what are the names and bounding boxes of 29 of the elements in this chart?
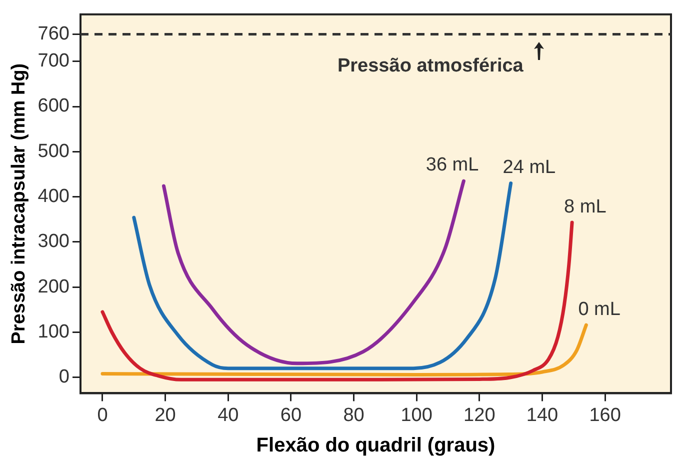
- line-series: [100, 220, 574, 382]
- series-label: 36 mL: [426, 154, 479, 176]
- y-tick-label: 300: [38, 231, 70, 252]
- x-tick-label: 140: [526, 404, 558, 426]
- y-tick-label: 760: [38, 24, 70, 44]
- y-tick-label: 500: [38, 140, 70, 162]
- ref-line-label: Pressão atmosférica: [337, 56, 524, 76]
- y-tick-label: 100: [38, 321, 70, 342]
- x-tick-label: 40: [218, 404, 239, 426]
- y-tick-label: 400: [38, 186, 70, 208]
- series-label: 0 mL: [578, 298, 620, 320]
- line-series: [100, 323, 588, 376]
- x-tick-label: 120: [464, 404, 496, 426]
- line-series: [162, 179, 466, 366]
- x-tick-label: 100: [400, 404, 432, 426]
- y-tick-label: 200: [38, 276, 70, 298]
- x-tick-label: 60: [280, 404, 302, 426]
- x-axis-title: Flexão do quadril (graus): [256, 434, 496, 457]
- x-tick-label: 20: [154, 404, 176, 426]
- y-tick-label: 600: [38, 96, 70, 117]
- y-tick-label: 0: [58, 366, 70, 388]
- series-label: 8 mL: [564, 196, 606, 218]
- series-label: 24 mL: [502, 156, 556, 178]
- x-tick-label: 160: [589, 404, 621, 426]
- y-axis-title: Pressão intracapsular (mm Hg): [8, 63, 30, 344]
- line-series: [132, 182, 513, 370]
- x-tick-label: 0: [97, 404, 108, 426]
- x-tick-label: 80: [343, 404, 364, 426]
- y-tick-label: 700: [38, 50, 70, 72]
